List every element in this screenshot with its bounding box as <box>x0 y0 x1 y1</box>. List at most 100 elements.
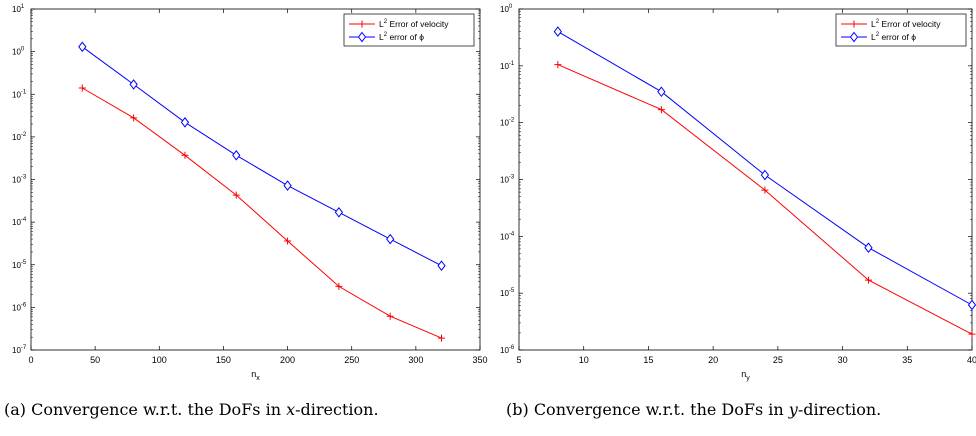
x-tick-label: 200 <box>280 355 295 365</box>
y-tick-label-base: 10 <box>12 176 21 185</box>
x-tick-label: 5 <box>516 355 521 365</box>
y-tick-label: 10-3 <box>12 175 27 185</box>
y-tick-label: 10-6 <box>500 345 515 355</box>
data-point-plus <box>386 312 394 320</box>
x-axis-label-subscript: y <box>746 375 750 382</box>
y-tick-label: 100 <box>500 4 513 14</box>
chart-a: 0 50 100 150 200 250 300 35010-710-610-510-410-… <box>12 4 488 382</box>
caption-b: (b) Convergence w.r.t. the DoFs in y-dir… <box>506 400 881 419</box>
x-tick-label: 10 <box>579 355 589 365</box>
x-tick-label: 35 <box>902 355 912 365</box>
caption-a-prefix: (a) Convergence w.r.t. the DoFs in <box>4 400 287 419</box>
data-point-plus <box>554 61 562 69</box>
y-tick-label: 10-2 <box>12 132 27 142</box>
y-tick-label-exponent: -2 <box>21 132 27 138</box>
y-tick-label-exponent: -7 <box>21 345 27 351</box>
y-tick-label-exponent: -6 <box>21 302 27 308</box>
data-point-plus <box>968 330 976 338</box>
y-tick-label: 10-7 <box>12 345 27 355</box>
y-tick-label-base: 10 <box>12 346 21 355</box>
legend-label: L2 Error of velocity <box>871 19 941 29</box>
series-line-2 <box>82 46 442 267</box>
x-tick-label: 40 <box>967 355 976 365</box>
y-tick-label-base: 10 <box>12 261 21 270</box>
x-tick-label: 15 <box>643 355 653 365</box>
data-point-diamond <box>180 116 190 128</box>
legend-label-prefix: L <box>379 19 384 29</box>
y-tick-label: 10-5 <box>500 288 515 298</box>
x-axis-label: nx <box>251 369 260 382</box>
caption-b-var: y <box>788 400 798 419</box>
data-point-diamond <box>864 242 873 254</box>
y-tick-label-exponent: 1 <box>21 4 25 10</box>
data-point-diamond <box>760 169 770 181</box>
legend-label-superscript: 2 <box>384 32 388 38</box>
data-point-plus <box>181 151 189 159</box>
y-tick-label-exponent: -5 <box>21 260 27 266</box>
y-tick-label: 10-6 <box>12 302 27 312</box>
x-tick-label: 300 <box>408 355 423 365</box>
data-point-diamond <box>386 233 395 245</box>
y-tick-label-base: 10 <box>500 119 509 128</box>
legend-marker-diamond <box>357 31 367 43</box>
legend-marker-plus <box>850 20 858 28</box>
data-point-plus <box>864 276 872 284</box>
y-tick-label: 101 <box>12 4 25 14</box>
legend-label-text: error of ϕ <box>879 32 916 42</box>
legend-label-text: Error of velocity <box>879 19 941 29</box>
legend-marker-plus <box>358 20 366 28</box>
y-tick-label-exponent: -1 <box>509 61 515 67</box>
caption-b-suffix: -direction. <box>797 400 882 419</box>
series-line-2 <box>557 31 973 306</box>
y-tick-label-base: 10 <box>12 218 21 227</box>
data-point-plus <box>438 334 446 342</box>
legend-label-superscript: 2 <box>384 19 388 25</box>
x-tick-label: 20 <box>708 355 718 365</box>
series-line-1 <box>557 64 973 335</box>
legend-label: L2 error of ϕ <box>871 32 916 42</box>
legend-label: L2 error of ϕ <box>379 32 424 42</box>
data-point-diamond <box>129 79 138 90</box>
y-tick-label-base: 10 <box>500 176 509 185</box>
y-tick-label-base: 10 <box>12 133 21 142</box>
data-point-plus <box>78 84 86 92</box>
legend-box <box>835 13 967 47</box>
y-tick-label: 10-5 <box>12 260 27 270</box>
data-point-plus <box>761 186 769 194</box>
legend-box <box>343 13 475 47</box>
x-tick-label: 250 <box>344 355 359 365</box>
data-point-plus <box>284 237 292 245</box>
data-point-diamond <box>437 260 446 272</box>
series-line-1 <box>82 87 442 339</box>
y-tick-label-base: 10 <box>500 232 509 241</box>
y-tick-label-base: 10 <box>500 289 509 298</box>
chart-b: 5 10 15 20 25 30 35 4010-610-510-410-310-210-11… <box>500 4 976 382</box>
legend-label-prefix: L <box>871 32 876 42</box>
x-tick-label: 0 <box>28 355 33 365</box>
y-tick-label-base: 10 <box>12 5 21 14</box>
x-axis-label-subscript: x <box>256 375 260 382</box>
x-tick-label: 25 <box>773 355 783 365</box>
data-point-diamond <box>553 26 562 37</box>
x-tick-label: 50 <box>90 355 100 365</box>
y-tick-label: 100 <box>12 47 25 57</box>
x-tick-label: 150 <box>216 355 231 365</box>
data-point-plus <box>657 106 665 114</box>
y-tick-label-exponent: 0 <box>509 4 513 10</box>
y-tick-label-base: 10 <box>12 90 21 99</box>
x-axis-label-main: n <box>741 369 746 379</box>
y-tick-label-base: 10 <box>500 62 509 71</box>
caption-a-suffix: -direction. <box>295 400 379 419</box>
legend-marker-diamond <box>849 31 859 43</box>
y-tick-label-exponent: -4 <box>509 231 515 237</box>
y-tick-label-exponent: -3 <box>509 175 515 181</box>
y-tick-label-exponent: 0 <box>21 47 25 53</box>
data-point-diamond <box>967 299 976 311</box>
y-tick-label-base: 10 <box>500 5 509 14</box>
y-tick-label: 10-2 <box>500 118 515 128</box>
x-tick-label: 350 <box>472 355 487 365</box>
legend-label-prefix: L <box>871 19 876 29</box>
y-tick-label-exponent: -5 <box>509 288 515 294</box>
convergence-plots: 0 50 100 150 200 250 300 35010-710-610-510-410-… <box>12 4 976 382</box>
data-point-plus <box>335 282 343 290</box>
